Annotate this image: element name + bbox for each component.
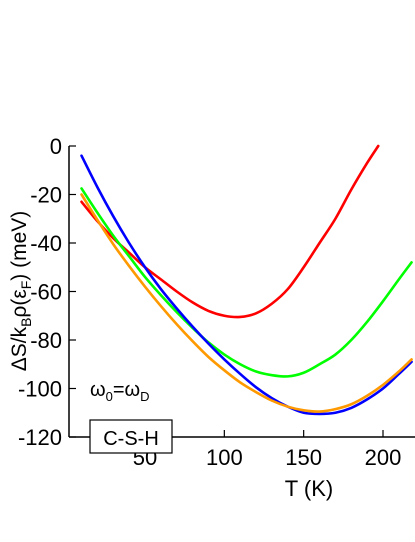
series-line-1: [80, 144, 380, 319]
y-tick-label: -20: [30, 183, 62, 208]
y-tick-label: -120: [18, 425, 62, 450]
x-tick-label: 150: [285, 445, 322, 470]
series-line-4: [80, 193, 413, 413]
omega-annotation: ω0=ωD: [90, 379, 150, 404]
material-label: C-S-H: [103, 428, 159, 450]
series-line-3: [80, 154, 413, 416]
material-label-box: [89, 419, 173, 454]
x-tick-label: 200: [365, 445, 402, 470]
series-line-2: [80, 187, 413, 378]
x-axis-title: T (K): [285, 476, 333, 501]
y-tick-label: -80: [30, 328, 62, 353]
x-tick-label: 100: [206, 445, 243, 470]
y-tick-label: -100: [18, 377, 62, 402]
y-axis-title: ΔS/kBρ(εF) (meV): [8, 211, 34, 372]
y-tick-label: 0: [50, 134, 62, 159]
series-layer: [80, 144, 413, 416]
y-tick-label: -60: [30, 280, 62, 305]
y-tick-label: -40: [30, 231, 62, 256]
